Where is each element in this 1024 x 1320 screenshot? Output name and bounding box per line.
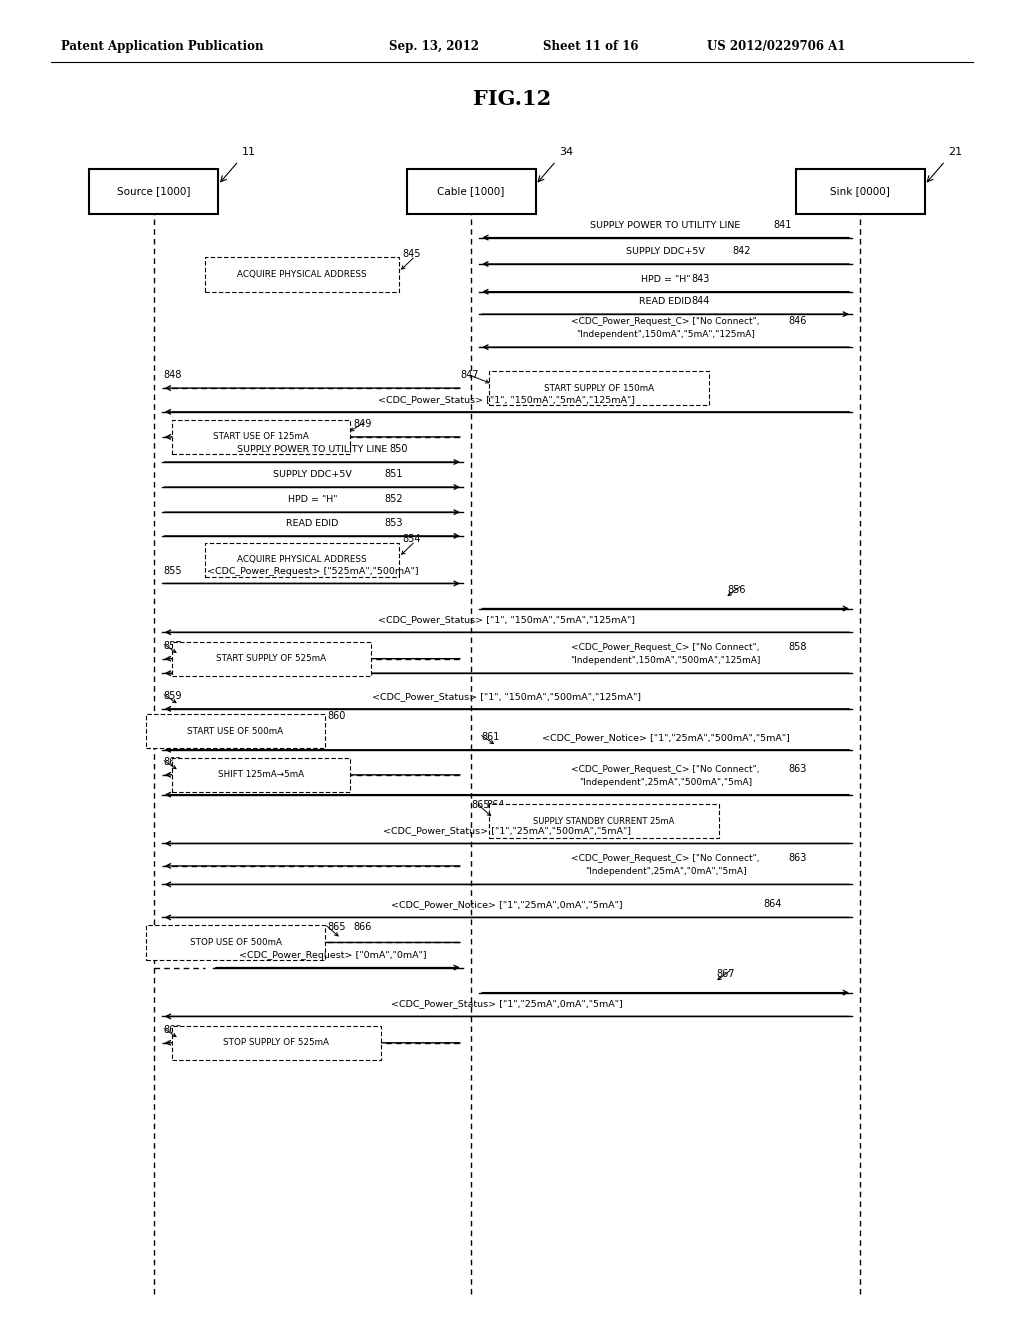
Text: "Independent",25mA","0mA","5mA]: "Independent",25mA","0mA","5mA]	[585, 867, 746, 876]
Text: 861: 861	[481, 731, 500, 742]
Text: 853: 853	[384, 517, 402, 528]
Text: STOP SUPPLY OF 525mA: STOP SUPPLY OF 525mA	[223, 1039, 330, 1047]
Text: 858: 858	[788, 642, 807, 652]
Text: SUPPLY DDC+5V: SUPPLY DDC+5V	[626, 247, 706, 256]
Text: 849: 849	[353, 418, 372, 429]
Text: HPD = "H": HPD = "H"	[288, 495, 337, 504]
Text: 846: 846	[788, 315, 807, 326]
Text: 864: 864	[486, 800, 505, 810]
Text: Patent Application Publication: Patent Application Publication	[61, 40, 264, 53]
Text: 21: 21	[948, 147, 963, 157]
Text: FIG.12: FIG.12	[473, 88, 551, 110]
Text: ACQUIRE PHYSICAL ADDRESS: ACQUIRE PHYSICAL ADDRESS	[238, 271, 367, 279]
Text: SUPPLY STANDBY CURRENT 25mA: SUPPLY STANDBY CURRENT 25mA	[534, 817, 675, 825]
Text: 847: 847	[461, 370, 479, 380]
Text: 857: 857	[164, 640, 182, 651]
FancyBboxPatch shape	[489, 371, 709, 405]
Text: <CDC_Power_Notice> ["1","25mA","500mA","5mA"]: <CDC_Power_Notice> ["1","25mA","500mA","…	[542, 733, 790, 742]
Text: SUPPLY POWER TO UTILITY LINE: SUPPLY POWER TO UTILITY LINE	[591, 220, 740, 230]
Text: 865: 865	[471, 800, 489, 810]
Text: STOP USE OF 500mA: STOP USE OF 500mA	[189, 939, 282, 946]
FancyBboxPatch shape	[205, 257, 398, 292]
Text: 841: 841	[773, 219, 792, 230]
Text: Sink [0000]: Sink [0000]	[830, 186, 890, 197]
Text: READ EDID: READ EDID	[639, 297, 692, 306]
Text: 867: 867	[717, 969, 735, 979]
Text: 854: 854	[401, 533, 421, 544]
Text: SUPPLY POWER TO UTILITY LINE: SUPPLY POWER TO UTILITY LINE	[238, 445, 387, 454]
Text: <CDC_Power_Status> ["1", "150mA","500mA","125mA"]: <CDC_Power_Status> ["1", "150mA","500mA"…	[373, 692, 641, 701]
Text: "Independent",150mA","5mA","125mA]: "Independent",150mA","5mA","125mA]	[577, 330, 755, 339]
Text: 843: 843	[691, 273, 710, 284]
FancyBboxPatch shape	[172, 1026, 381, 1060]
Text: 859: 859	[164, 690, 182, 701]
Text: START USE OF 125mA: START USE OF 125mA	[213, 433, 309, 441]
FancyBboxPatch shape	[205, 543, 398, 577]
Text: 860: 860	[328, 710, 346, 721]
FancyBboxPatch shape	[407, 169, 536, 214]
Text: Sheet 11 of 16: Sheet 11 of 16	[543, 40, 638, 53]
Text: 845: 845	[401, 248, 421, 259]
Text: 850: 850	[389, 444, 408, 454]
Text: Source [1000]: Source [1000]	[117, 186, 190, 197]
FancyBboxPatch shape	[89, 169, 218, 214]
Text: <CDC_Power_Request_C> ["No Connect",: <CDC_Power_Request_C> ["No Connect",	[571, 764, 760, 774]
Text: 865: 865	[328, 921, 346, 932]
Text: <CDC_Power_Request_C> ["No Connect",: <CDC_Power_Request_C> ["No Connect",	[571, 643, 760, 652]
Text: <CDC_Power_Status> ["1", "150mA","5mA","125mA"]: <CDC_Power_Status> ["1", "150mA","5mA","…	[379, 395, 635, 404]
Text: <CDC_Power_Status> ["1","25mA",0mA","5mA"]: <CDC_Power_Status> ["1","25mA",0mA","5mA…	[391, 999, 623, 1008]
Text: ACQUIRE PHYSICAL ADDRESS: ACQUIRE PHYSICAL ADDRESS	[238, 556, 367, 564]
Text: 855: 855	[164, 565, 182, 576]
Text: 862: 862	[164, 756, 182, 767]
Text: <CDC_Power_Request_C> ["No Connect",: <CDC_Power_Request_C> ["No Connect",	[571, 317, 760, 326]
Text: 868: 868	[164, 1024, 182, 1035]
Text: "Independent",150mA","500mA","125mA]: "Independent",150mA","500mA","125mA]	[570, 656, 761, 665]
FancyBboxPatch shape	[796, 169, 925, 214]
Text: <CDC_Power_Notice> ["1","25mA",0mA","5mA"]: <CDC_Power_Notice> ["1","25mA",0mA","5mA…	[391, 900, 623, 909]
Text: 856: 856	[727, 585, 745, 595]
Text: 863: 863	[788, 853, 807, 863]
Text: <CDC_Power_Request> ["525mA","500mA"]: <CDC_Power_Request> ["525mA","500mA"]	[207, 566, 418, 576]
Text: <CDC_Power_Status> ["1", "150mA","5mA","125mA"]: <CDC_Power_Status> ["1", "150mA","5mA","…	[379, 615, 635, 624]
Text: <CDC_Power_Request_C> ["No Connect",: <CDC_Power_Request_C> ["No Connect",	[571, 854, 760, 863]
Text: START SUPPLY OF 525mA: START SUPPLY OF 525mA	[216, 655, 327, 663]
Text: 844: 844	[691, 296, 710, 306]
Text: 863: 863	[788, 763, 807, 774]
Text: 34: 34	[559, 147, 573, 157]
FancyBboxPatch shape	[172, 420, 350, 454]
Text: START USE OF 500mA: START USE OF 500mA	[187, 727, 284, 735]
Text: START SUPPLY OF 150mA: START SUPPLY OF 150mA	[544, 384, 654, 392]
Text: HPD = "H": HPD = "H"	[641, 275, 690, 284]
FancyBboxPatch shape	[146, 925, 325, 960]
Text: 848: 848	[164, 370, 182, 380]
Text: 864: 864	[763, 899, 781, 909]
FancyBboxPatch shape	[172, 642, 371, 676]
Text: 852: 852	[384, 494, 402, 504]
Text: SUPPLY DDC+5V: SUPPLY DDC+5V	[272, 470, 352, 479]
Text: US 2012/0229706 A1: US 2012/0229706 A1	[707, 40, 845, 53]
Text: 842: 842	[732, 246, 751, 256]
Text: Cable [1000]: Cable [1000]	[437, 186, 505, 197]
Text: 851: 851	[384, 469, 402, 479]
Text: "Independent",25mA","500mA","5mA]: "Independent",25mA","500mA","5mA]	[579, 777, 753, 787]
FancyBboxPatch shape	[172, 758, 350, 792]
Text: <CDC_Power_Status> ["1","25mA","500mA","5mA"]: <CDC_Power_Status> ["1","25mA","500mA","…	[383, 826, 631, 836]
Text: READ EDID: READ EDID	[286, 519, 339, 528]
Text: <CDC_Power_Request> ["0mA","0mA"]: <CDC_Power_Request> ["0mA","0mA"]	[239, 950, 427, 960]
FancyBboxPatch shape	[146, 714, 325, 748]
FancyBboxPatch shape	[489, 804, 719, 838]
Text: 11: 11	[242, 147, 256, 157]
Text: Sep. 13, 2012: Sep. 13, 2012	[389, 40, 479, 53]
Text: 866: 866	[353, 921, 372, 932]
Text: SHIFT 125mA→5mA: SHIFT 125mA→5mA	[218, 771, 304, 779]
